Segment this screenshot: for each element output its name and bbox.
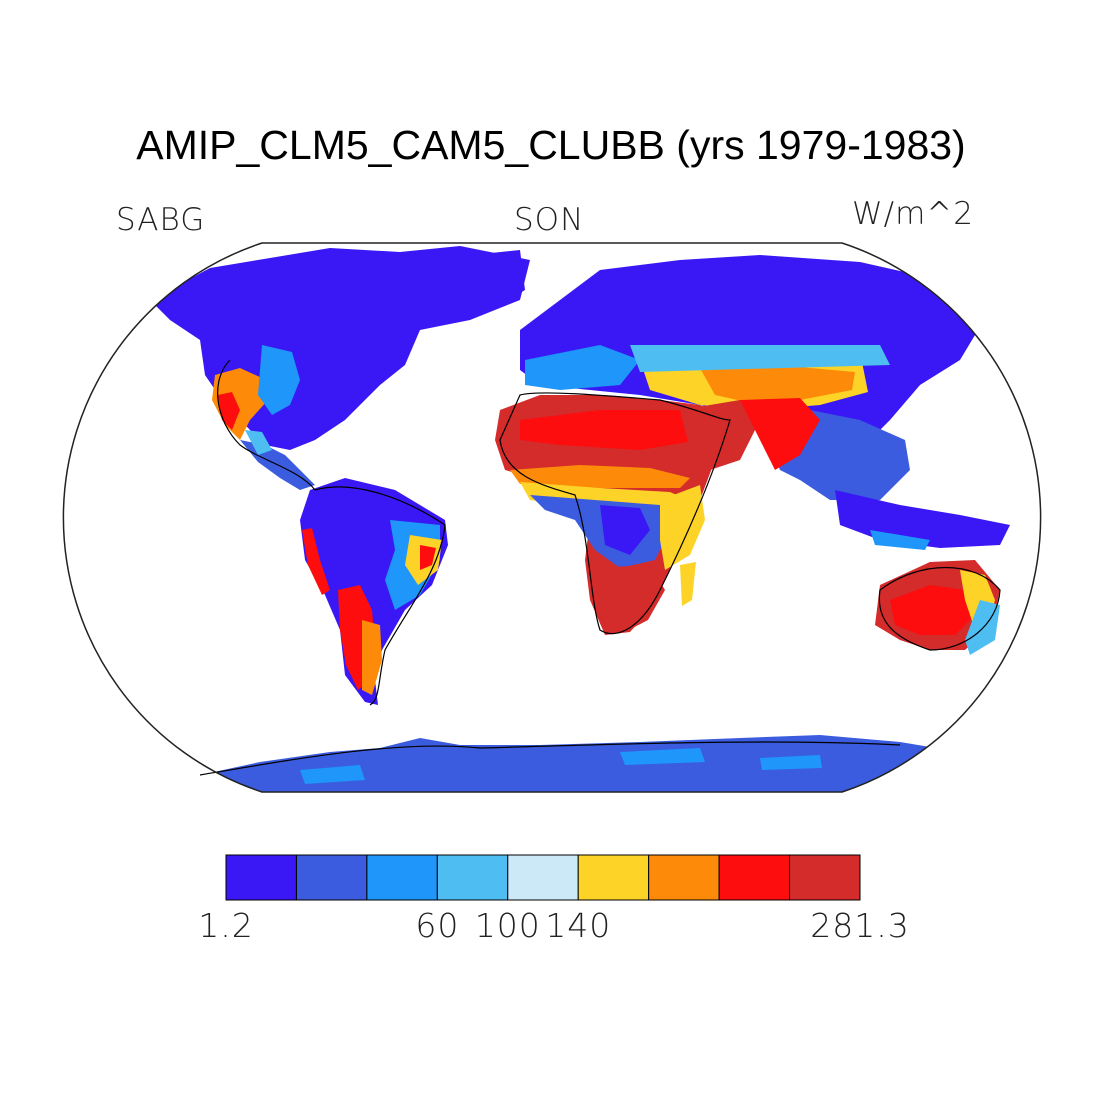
africa-sahel-orange bbox=[510, 465, 690, 488]
greenland-field bbox=[425, 250, 525, 305]
colorbar-swatch bbox=[436, 854, 509, 901]
madagascar-field bbox=[680, 562, 696, 606]
colorbar bbox=[225, 854, 861, 901]
arabia-field bbox=[680, 400, 760, 470]
variable-label: SABG bbox=[116, 202, 206, 238]
antarctica-light-patches bbox=[300, 748, 822, 784]
colorbar-swatch bbox=[366, 854, 438, 901]
africa-congo-purple bbox=[600, 505, 650, 555]
europe-blue bbox=[525, 345, 640, 390]
sa-east-red bbox=[420, 545, 436, 570]
colorbar-tick-label: 100 bbox=[474, 906, 541, 945]
africa-north-red bbox=[520, 410, 700, 450]
land-fields bbox=[150, 246, 1041, 792]
mexico-light bbox=[245, 430, 272, 455]
colorbar-swatch bbox=[718, 854, 791, 901]
colorbar-tick-label: 140 bbox=[545, 906, 612, 945]
new-zealand-field bbox=[1010, 640, 1041, 680]
na-interior-blue bbox=[258, 345, 300, 415]
australia-red bbox=[890, 585, 975, 635]
colorbar-tick-label: 281.3 bbox=[810, 906, 910, 945]
colorbar-swatch bbox=[577, 854, 650, 901]
season-label: SON bbox=[514, 202, 585, 238]
australia-coast-blue bbox=[965, 600, 1000, 655]
colorbar-swatch bbox=[507, 854, 579, 901]
units-label: W/m^2 bbox=[852, 196, 974, 232]
africa-south-red bbox=[590, 565, 665, 632]
colorbar-swatch bbox=[295, 854, 368, 901]
coastlines bbox=[199, 359, 1001, 776]
colorbar-swatch bbox=[789, 854, 861, 901]
colorbar-tick-label: 1.2 bbox=[198, 906, 254, 945]
colorbar-tick-label: 60 bbox=[415, 906, 460, 945]
globe-outline bbox=[62, 242, 1042, 793]
colorbar-swatch bbox=[648, 854, 720, 901]
india-field bbox=[740, 398, 820, 470]
colorbar-swatch bbox=[225, 854, 297, 901]
sa-andes-orange bbox=[362, 620, 382, 695]
central-asia-orange bbox=[700, 362, 855, 405]
antarctica-field bbox=[180, 735, 980, 792]
asia-light-band bbox=[630, 345, 890, 372]
sa-west-strip bbox=[302, 528, 330, 595]
africa-east-yellow bbox=[660, 485, 705, 570]
map-title: AMIP_CLM5_CAM5_CLUBB (yrs 1979-1983) bbox=[136, 122, 966, 168]
indonesia-blue bbox=[870, 530, 930, 550]
